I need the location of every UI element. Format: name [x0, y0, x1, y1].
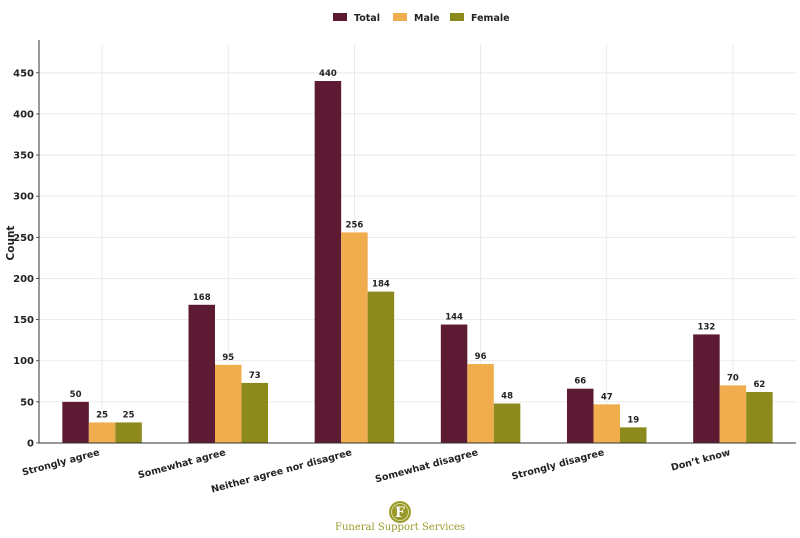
bar-female	[115, 422, 142, 443]
data-label: 95	[222, 353, 234, 363]
data-label: 25	[96, 410, 108, 420]
logo-emblem-ring	[391, 503, 409, 521]
y-tick-label: 0	[27, 439, 34, 450]
data-label: 73	[249, 371, 261, 381]
bar-total	[440, 324, 468, 443]
bar-male	[467, 364, 494, 443]
bar-male	[593, 404, 620, 443]
x-tick-label: Don’t know	[670, 447, 732, 473]
bar-male	[719, 385, 747, 443]
bar-male	[88, 422, 116, 443]
legend: Total Male Female	[333, 13, 510, 24]
data-label: 70	[727, 373, 739, 383]
data-label: 132	[698, 322, 716, 332]
bar-total	[62, 401, 89, 443]
data-label: 256	[346, 220, 364, 230]
data-label: 440	[319, 69, 337, 79]
data-label: 66	[574, 377, 586, 387]
bar-total	[188, 304, 215, 443]
data-label: 50	[70, 390, 82, 400]
legend-label-female: Female	[471, 13, 510, 24]
data-label: 25	[123, 410, 135, 420]
logo-letter: F	[395, 505, 405, 521]
bar-female	[620, 427, 647, 443]
y-tick-label: 300	[13, 192, 34, 203]
data-label: 19	[627, 415, 639, 425]
bar-female	[241, 382, 268, 443]
legend-label-total: Total	[354, 13, 380, 24]
y-tick-label: 50	[20, 397, 34, 408]
x-tick-label: Strongly agree	[21, 447, 101, 478]
legend-swatch-male	[393, 13, 407, 21]
y-axis-title: Count	[5, 226, 17, 261]
data-label: 62	[753, 380, 765, 390]
y-tick-label: 450	[13, 68, 34, 79]
grid	[39, 44, 796, 443]
x-tick-label: Somewhat disagree	[374, 447, 479, 485]
bar-female	[493, 403, 521, 443]
x-tick-label: Neither agree nor disagree	[210, 447, 353, 495]
y-tick-label: 100	[13, 356, 34, 367]
bars: 50 25 25 168 95 73 440 256 184 144 96 48 66 47 19 132 70…	[62, 69, 773, 443]
y-tick-label: 200	[13, 274, 34, 285]
bar-male	[215, 364, 242, 443]
data-label: 47	[601, 392, 613, 402]
bar-female	[367, 291, 395, 443]
y-tick-label: 350	[13, 151, 34, 162]
bar-total	[567, 388, 594, 443]
bar-total	[693, 334, 720, 443]
data-label: 96	[475, 352, 487, 362]
logo-emblem	[389, 501, 411, 523]
data-label: 48	[501, 392, 513, 402]
y-tick-label: 250	[13, 233, 34, 244]
y-tick-label: 150	[13, 315, 34, 326]
legend-swatch-total	[333, 13, 347, 21]
bar-total	[314, 81, 342, 443]
data-label: 184	[372, 280, 390, 290]
x-tick-label: Somewhat agree	[137, 447, 227, 481]
bar-male	[341, 232, 368, 443]
legend-swatch-female	[450, 13, 464, 21]
logo-text: Funeral Support Services	[335, 522, 465, 533]
logo: F Funeral Support Services	[335, 501, 465, 533]
legend-label-male: Male	[414, 13, 440, 24]
x-tick-label: Strongly disagree	[511, 447, 606, 482]
data-label: 168	[193, 293, 211, 303]
y-tick-label: 400	[13, 109, 34, 120]
bar-female	[746, 391, 773, 443]
data-label: 144	[445, 313, 463, 323]
